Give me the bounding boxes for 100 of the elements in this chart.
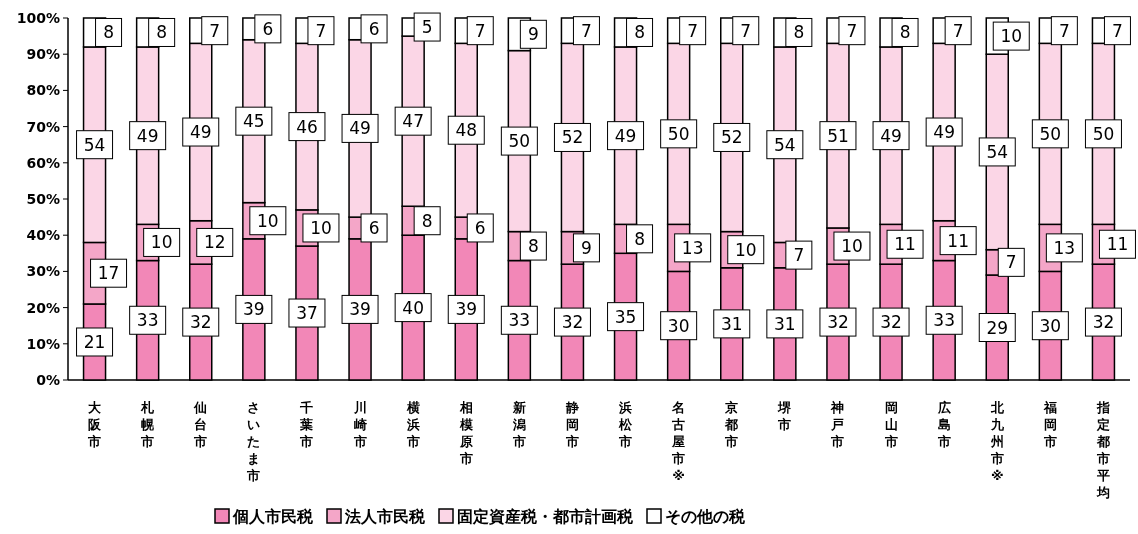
y-tick-label: 20% <box>26 299 60 316</box>
x-tick-label: 堺市 <box>777 400 793 432</box>
data-label: 10 <box>150 232 173 253</box>
data-label: 49 <box>189 122 212 143</box>
data-label: 49 <box>880 125 902 146</box>
data-label: 30 <box>1039 315 1062 336</box>
data-label: 50 <box>1039 123 1062 144</box>
data-label: 37 <box>296 303 318 324</box>
data-label: 12 <box>203 232 226 253</box>
data-label: 7 <box>687 20 699 41</box>
data-label: 30 <box>667 315 690 336</box>
x-tick-label: 京都市 <box>724 400 739 449</box>
data-label: 51 <box>827 125 849 146</box>
data-label: 6 <box>368 217 380 238</box>
y-tick-label: 70% <box>26 118 60 135</box>
data-label: 7 <box>1058 20 1070 41</box>
data-label: 7 <box>740 20 752 41</box>
data-label: 8 <box>103 22 114 43</box>
x-tick-label: 岡山市 <box>883 400 898 449</box>
data-label: 7 <box>315 20 327 41</box>
y-tick-label: 10% <box>26 335 60 352</box>
x-tick-label: 静岡市 <box>564 400 579 449</box>
data-label: 13 <box>681 237 704 258</box>
data-label: 8 <box>634 228 645 249</box>
x-tick-label: 川崎市 <box>352 400 367 449</box>
data-label: 21 <box>83 331 106 352</box>
data-label: 32 <box>1092 312 1115 333</box>
data-label: 8 <box>421 210 433 231</box>
x-tick-label: 札幌市 <box>140 400 156 449</box>
y-tick-label: 90% <box>26 46 60 63</box>
x-tick-label: 仙台市 <box>193 400 208 449</box>
data-label: 10 <box>841 236 863 257</box>
data-label: 47 <box>402 111 424 132</box>
legend-label: 固定資産税・都市計画税 <box>457 507 634 526</box>
data-label: 11 <box>947 230 969 251</box>
data-label: 48 <box>455 120 478 141</box>
data-label: 49 <box>136 125 159 146</box>
data-label: 45 <box>243 111 265 132</box>
data-label: 50 <box>667 123 690 144</box>
x-tick-label: 新潟市 <box>511 400 526 449</box>
legend-label: 個人市民税 <box>232 507 314 526</box>
y-tick-label: 30% <box>26 263 60 280</box>
legend-label: 法人市民税 <box>344 507 426 526</box>
x-tick-label: 千葉市 <box>299 400 314 449</box>
data-label: 40 <box>402 297 424 318</box>
data-label: 7 <box>1112 20 1123 41</box>
data-label: 17 <box>97 263 120 284</box>
x-tick-label: 大阪市 <box>87 400 103 449</box>
data-label: 8 <box>527 236 539 257</box>
legend-label: その他の税 <box>665 507 746 526</box>
data-label: 31 <box>774 313 796 334</box>
data-label: 33 <box>508 310 531 331</box>
data-label: 50 <box>508 131 531 152</box>
data-label: 32 <box>880 312 902 333</box>
data-label: 7 <box>793 245 805 266</box>
data-label: 54 <box>986 141 1009 162</box>
x-tick-label: 神戸市 <box>830 400 845 449</box>
x-tick-label: 指定都市平均 <box>1095 400 1110 500</box>
x-tick-label: 名古屋市※ <box>671 400 686 483</box>
data-label: 49 <box>614 125 637 146</box>
data-label: 7 <box>474 20 486 41</box>
data-label: 31 <box>720 313 743 334</box>
data-label: 49 <box>933 122 955 143</box>
data-label: 11 <box>894 234 916 255</box>
x-tick-label: 北九州市※ <box>989 400 1005 483</box>
data-label: 32 <box>189 312 212 333</box>
x-tick-label: 横浜市 <box>405 400 420 449</box>
data-label: 11 <box>1106 234 1129 255</box>
data-label: 13 <box>1053 237 1076 258</box>
data-label: 32 <box>561 312 584 333</box>
x-tick-label: 広島市 <box>936 400 951 449</box>
y-tick-label: 0% <box>36 372 60 388</box>
x-tick-label: 福岡市 <box>1042 400 1057 449</box>
data-label: 8 <box>156 22 168 43</box>
data-label: 6 <box>262 18 274 39</box>
data-label: 52 <box>561 127 584 148</box>
x-tick-label: 浜松市 <box>618 400 634 449</box>
data-label: 54 <box>774 134 796 155</box>
data-label: 35 <box>614 306 637 327</box>
data-label: 8 <box>899 22 911 43</box>
data-label: 52 <box>720 127 743 148</box>
data-label: 6 <box>474 217 486 238</box>
data-label: 5 <box>421 17 433 38</box>
data-label: 9 <box>527 24 539 45</box>
data-label: 7 <box>952 20 964 41</box>
data-label: 10 <box>734 239 757 260</box>
data-label: 9 <box>581 237 592 258</box>
data-label: 7 <box>1005 252 1017 273</box>
data-label: 10 <box>257 210 279 231</box>
data-label: 8 <box>793 22 805 43</box>
data-label: 39 <box>455 299 478 320</box>
y-tick-label: 100% <box>16 10 60 26</box>
data-label: 32 <box>827 312 849 333</box>
data-label: 39 <box>349 299 371 320</box>
data-label: 49 <box>349 118 371 139</box>
data-label: 33 <box>933 310 955 331</box>
data-label: 7 <box>581 20 592 41</box>
y-tick-label: 80% <box>26 82 60 99</box>
x-tick-label: 相模原市 <box>458 400 473 466</box>
y-tick-label: 40% <box>26 227 60 244</box>
